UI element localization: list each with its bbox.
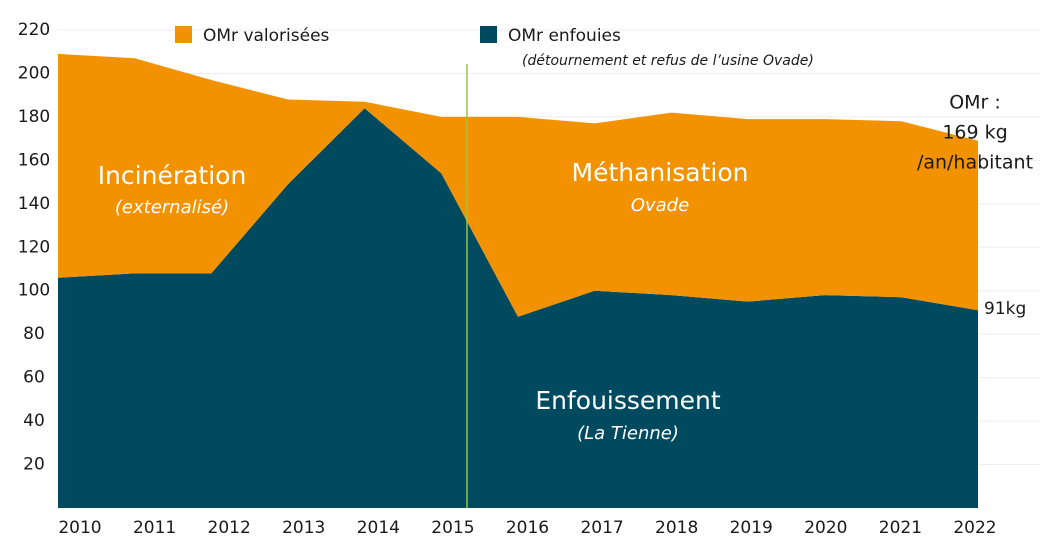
y-tick-label: 120 (18, 237, 50, 257)
y-tick-label: 180 (18, 107, 50, 127)
y-tick-label: 60 (23, 368, 45, 388)
y-tick-label: 160 (18, 150, 50, 170)
x-tick-label: 2020 (804, 518, 847, 538)
x-tick-label: 2019 (730, 518, 773, 538)
x-tick-label: 2010 (58, 518, 101, 538)
annotation: Incinération (98, 161, 247, 190)
y-tick-label: 100 (18, 281, 50, 301)
y-tick-label: 200 (18, 63, 50, 83)
area (58, 108, 978, 508)
y-tick-label: 20 (23, 455, 45, 475)
x-tick-label: 2011 (133, 518, 176, 538)
x-tick-label: 2015 (431, 518, 474, 538)
legend-label: OMr valorisées (203, 26, 330, 46)
x-tick-label: 2022 (953, 518, 996, 538)
x-tick-label: 2021 (879, 518, 922, 538)
x-tick-label: 2018 (655, 518, 698, 538)
y-tick-label: 40 (23, 411, 45, 431)
x-tick-label: 2014 (357, 518, 400, 538)
annotation: Méthanisation (572, 158, 749, 187)
area (58, 53, 978, 317)
legend-swatch (480, 26, 497, 43)
annotation: 169 kg (942, 122, 1007, 144)
y-tick-label: 140 (18, 194, 50, 214)
y-tick-label: 80 (23, 324, 45, 344)
annotation: Enfouissement (535, 386, 721, 415)
annotation: /an/habitant (917, 152, 1033, 174)
annotation: 91kg (984, 299, 1026, 319)
legend-swatch (175, 26, 192, 43)
x-tick-label: 2016 (506, 518, 549, 538)
annotation: (externalisé) (115, 197, 229, 218)
annotation: Ovade (631, 195, 689, 216)
x-tick-label: 2017 (580, 518, 623, 538)
legend-note: (détournement et refus de l’usine Ovade) (522, 53, 814, 69)
legend-label: OMr enfouies (508, 26, 621, 46)
y-tick-label: 220 (18, 20, 50, 40)
x-tick-label: 2013 (282, 518, 325, 538)
annotation: OMr : (949, 92, 1001, 114)
x-tick-label: 2012 (208, 518, 251, 538)
annotation: (La Tienne) (577, 423, 679, 444)
